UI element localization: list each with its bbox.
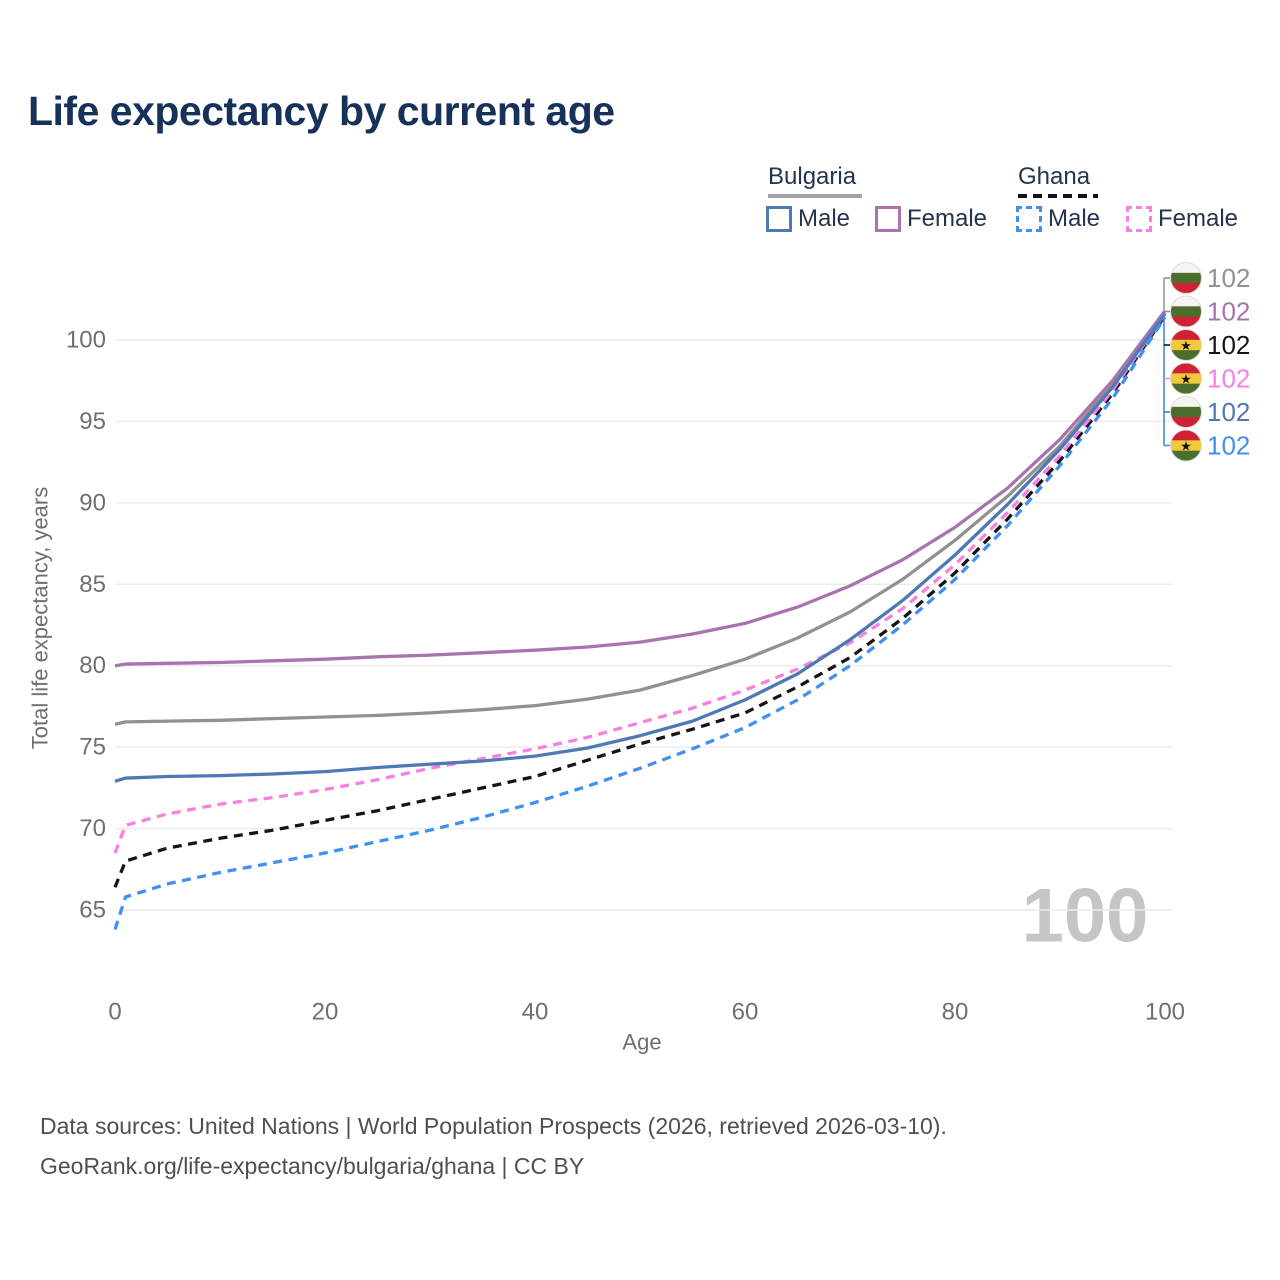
flag-outline (1170, 396, 1202, 428)
end-value-label-bulgaria-female: 102 (1207, 297, 1250, 327)
legend-underline-ghana (1018, 194, 1098, 198)
x-tick-label-20: 20 (312, 999, 339, 1026)
y-tick-label-65: 65 (79, 897, 106, 924)
end-value-label-ghana-female: 102 (1207, 364, 1250, 394)
page-title: Life expectancy by current age (28, 88, 615, 134)
x-tick-label-60: 60 (732, 999, 759, 1026)
series-line-bulgaria-both[interactable] (114, 311, 1167, 726)
ghana-flag-icon: ★ (1170, 363, 1202, 394)
legend-item-ghana-male[interactable]: Male (1016, 205, 1100, 233)
ghana-flag-icon: ★ (1170, 329, 1202, 361)
ghana-female-swatch-icon (1126, 206, 1152, 232)
attribution-line: GeoRank.org/life-expectancy/bulgaria/gha… (40, 1153, 585, 1179)
legend-underline-bulgaria (768, 194, 862, 198)
flag-outline (1170, 295, 1202, 328)
legend-item-bulgaria-male[interactable]: Male (766, 205, 850, 233)
svg-text:★: ★ (1180, 338, 1192, 353)
end-value-label-bulgaria-both: 102 (1207, 263, 1250, 293)
series-line-ghana-female[interactable] (113, 312, 1167, 854)
age-watermark: 100 (1022, 874, 1149, 959)
series-line-bulgaria-male[interactable] (114, 312, 1167, 783)
legend-item-bulgaria-female[interactable]: Female (875, 205, 987, 233)
x-tick-label-100: 100 (1145, 999, 1185, 1026)
ghana-male-swatch-icon (1016, 206, 1042, 232)
x-tick-label-0: 0 (108, 999, 121, 1026)
flag-outline (1170, 329, 1202, 361)
legend-group-ghana[interactable]: Ghana (1018, 163, 1091, 190)
flag-outline (1170, 362, 1202, 395)
legend-item-label: Female (907, 205, 988, 232)
bulgaria-flag-icon (1170, 296, 1202, 327)
bulgaria-flag-icon (1170, 396, 1202, 428)
y-axis-title: Total life expectancy, years (28, 487, 53, 750)
y-tick-label-95: 95 (79, 408, 106, 435)
bulgaria-flag-icon (1170, 262, 1202, 294)
y-tick-label-85: 85 (79, 571, 106, 598)
y-tick-label-90: 90 (79, 489, 106, 516)
x-tick-label-80: 80 (942, 999, 969, 1026)
legend-item-label: Male (1048, 205, 1101, 232)
series-line-ghana-both[interactable] (113, 314, 1167, 888)
flag-outline (1170, 429, 1202, 462)
end-value-label-ghana-male: 102 (1207, 431, 1250, 461)
legend-item-label: Female (1158, 205, 1239, 232)
x-tick-label-40: 40 (522, 999, 549, 1026)
series-line-ghana-male[interactable] (113, 316, 1167, 931)
legend-item-label: Male (798, 205, 851, 232)
y-tick-label-80: 80 (79, 652, 106, 679)
y-tick-label-70: 70 (79, 815, 106, 842)
legend-group-bulgaria[interactable]: Bulgaria (768, 163, 857, 190)
bulgaria-female-swatch-icon (875, 206, 901, 232)
footer: Data sources: United Nations | World Pop… (40, 1106, 947, 1186)
svg-text:★: ★ (1180, 372, 1192, 387)
y-tick-label-100: 100 (66, 327, 106, 354)
ghana-flag-icon: ★ (1170, 430, 1202, 461)
legend-item-ghana-female[interactable]: Female (1126, 205, 1238, 233)
end-value-label-bulgaria-male: 102 (1207, 397, 1250, 427)
y-tick-label-75: 75 (79, 734, 106, 761)
life-expectancy-chart[interactable]: 100 65 70 75 80 85 90 95 100 0 20 40 60 80 100 Age Total… (0, 0, 1280, 1080)
data-sources-line: Data sources: United Nations | World Pop… (40, 1113, 947, 1139)
end-value-label-ghana-both: 102 (1207, 330, 1250, 360)
series-line-bulgaria-female[interactable] (114, 309, 1167, 668)
flag-outline (1170, 262, 1202, 294)
x-axis-title: Age (622, 1030, 661, 1055)
bulgaria-male-swatch-icon (766, 206, 792, 232)
svg-text:★: ★ (1180, 439, 1192, 454)
